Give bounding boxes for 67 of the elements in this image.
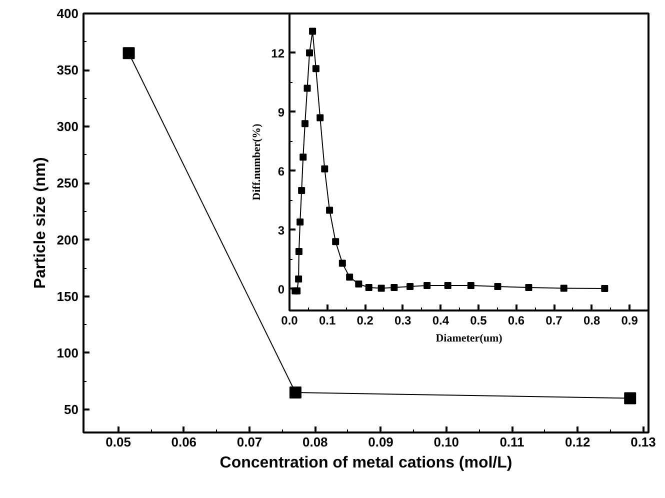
point — [624, 392, 636, 404]
x-tick-label: 0.7 — [546, 314, 563, 328]
point — [365, 284, 372, 291]
y-tick-label: 100 — [56, 345, 79, 360]
point — [467, 282, 474, 290]
point — [304, 84, 311, 92]
point — [406, 283, 414, 290]
point — [295, 248, 302, 255]
point — [300, 154, 307, 161]
point — [326, 206, 334, 214]
point — [378, 284, 385, 292]
y-tick-label: 0 — [278, 282, 285, 296]
point — [444, 282, 452, 290]
y-tick-label: 6 — [278, 164, 285, 178]
x-axis-title: Concentration of metal cations (mol/L) — [220, 454, 512, 472]
y-tick-label: 9 — [278, 105, 285, 120]
point — [301, 120, 308, 128]
point — [338, 260, 346, 267]
y-tick-label: 300 — [56, 119, 79, 134]
x-tick-label: 0.05 — [106, 434, 131, 450]
y-tick-label: 250 — [56, 176, 79, 191]
point — [306, 49, 314, 56]
y-axis-title: Particle size (nm) — [32, 157, 49, 289]
x-tick-label: 0.2 — [356, 314, 374, 328]
point — [346, 274, 354, 281]
x-tick-label: 0.6 — [508, 314, 525, 328]
y-tick-label: 350 — [56, 62, 79, 78]
point — [122, 47, 135, 60]
point — [355, 280, 362, 288]
x-tick-label: 0.8 — [583, 314, 600, 328]
y-tick-label: 3 — [278, 223, 285, 238]
x-tick-label: 0.06 — [171, 434, 197, 450]
x-tick-label: 0.11 — [500, 434, 524, 450]
point — [295, 276, 302, 283]
point — [494, 283, 502, 290]
x-tick-label: 0.13 — [630, 434, 656, 450]
point — [296, 218, 304, 226]
x-tick-label: 0.4 — [432, 314, 450, 328]
point — [525, 284, 532, 291]
x-tick-label: 0.1 — [318, 314, 336, 328]
x-tick-label: 0.07 — [236, 434, 262, 450]
x-tick-label: 0.12 — [564, 434, 590, 450]
point — [289, 386, 302, 399]
x-tick-label: 0.3 — [394, 314, 412, 328]
point — [424, 282, 431, 290]
point — [390, 284, 398, 291]
y-tick-label: 12 — [271, 46, 285, 60]
x-tick-label: 0.08 — [302, 434, 328, 450]
x-tick-label: 0.9 — [621, 314, 638, 328]
y-tick-label: 400 — [56, 6, 79, 21]
x-tick-label: 0.09 — [368, 434, 394, 450]
point — [312, 65, 320, 72]
point — [332, 238, 340, 246]
x-tick-label: 0.10 — [434, 434, 460, 450]
x-axis-title: Diameter(um) — [436, 332, 503, 344]
point — [316, 114, 324, 122]
point — [560, 284, 568, 292]
point — [298, 187, 306, 194]
point — [321, 165, 328, 172]
y-tick-label: 50 — [64, 402, 79, 418]
point — [309, 28, 316, 35]
y-axis-title: Diff.number(%) — [251, 123, 264, 200]
y-tick-label: 150 — [56, 288, 79, 304]
x-tick-label: 0.0 — [281, 314, 298, 328]
point — [601, 284, 608, 292]
y-tick-label: 200 — [56, 232, 79, 248]
x-tick-label: 0.5 — [470, 314, 488, 328]
